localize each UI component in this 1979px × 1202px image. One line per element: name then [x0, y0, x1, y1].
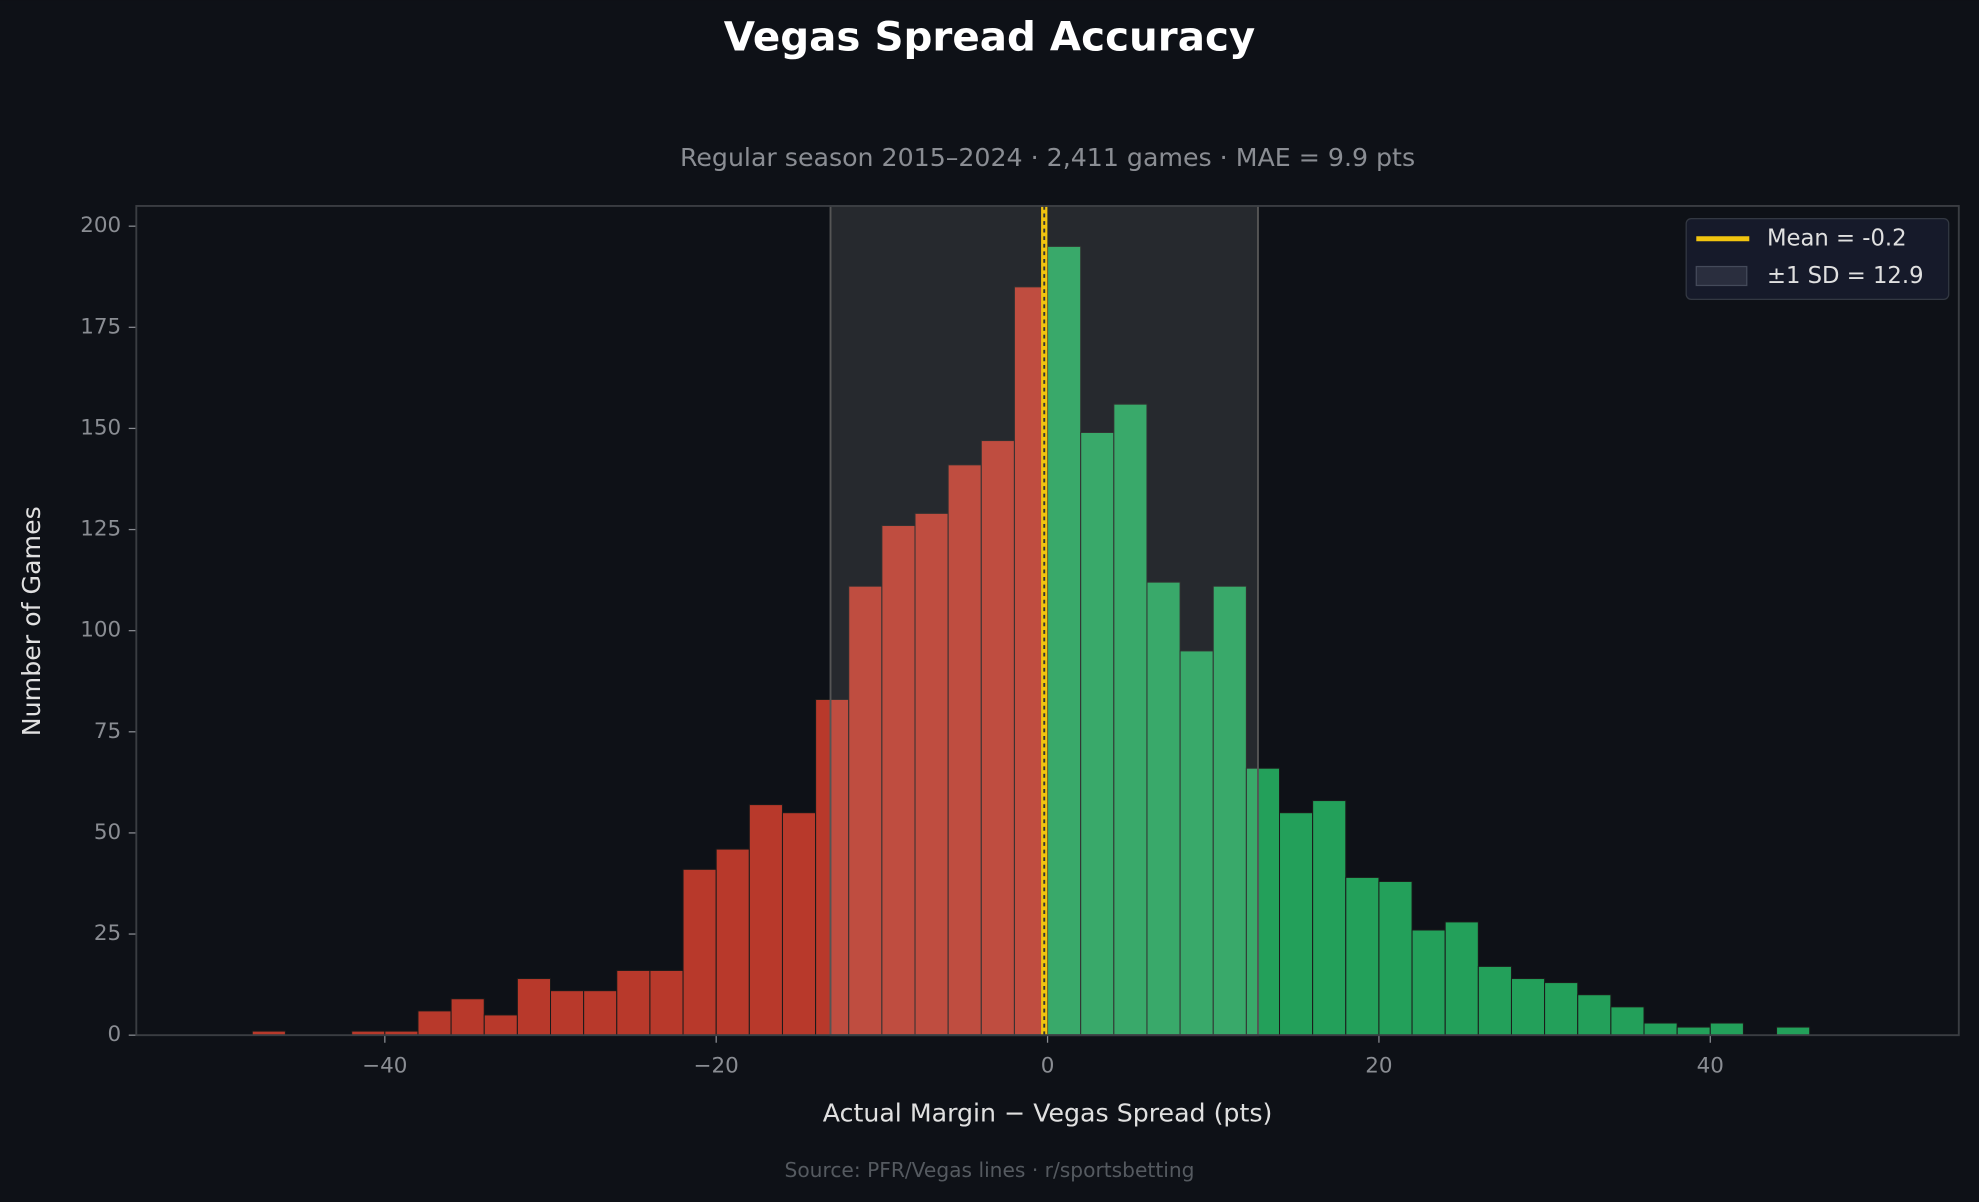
- y-tick-label: 125: [80, 517, 121, 542]
- subtitle: Regular season 2015–2024 · 2,411 games ·…: [680, 143, 1415, 172]
- x-tick-label: 40: [1697, 1054, 1724, 1079]
- bar: [1610, 1006, 1645, 1036]
- y-tick-label: 100: [80, 618, 121, 643]
- y-tick-label: 75: [94, 719, 121, 744]
- bar: [947, 464, 982, 1036]
- plot-frame: [135, 205, 1960, 1037]
- bar: [1776, 1026, 1811, 1036]
- bar: [881, 525, 916, 1036]
- bar: [781, 812, 817, 1036]
- bar: [550, 990, 585, 1036]
- bar: [483, 1014, 518, 1036]
- bar: [1411, 929, 1446, 1036]
- bar: [1113, 403, 1148, 1036]
- x-tick-label: −20: [694, 1054, 739, 1079]
- bar: [1345, 876, 1380, 1036]
- bar: [1279, 812, 1314, 1036]
- bar: [1444, 921, 1479, 1036]
- y-tick-label: 0: [108, 1022, 122, 1047]
- bar: [450, 998, 485, 1036]
- x-axis-label: Actual Margin − Vegas Spread (pts): [823, 1099, 1273, 1128]
- bar: [1146, 581, 1181, 1036]
- bar: [1312, 800, 1347, 1036]
- source: Source: PFR/Vegas lines · r/sportsbettin…: [785, 1158, 1195, 1182]
- x-tick-label: 0: [1041, 1054, 1055, 1079]
- bar: [1477, 965, 1512, 1036]
- bar: [583, 990, 618, 1036]
- x-tick-label: 20: [1365, 1054, 1392, 1079]
- bar: [914, 512, 949, 1036]
- y-tick-label: 50: [94, 820, 121, 845]
- bar: [1212, 585, 1247, 1036]
- bar: [616, 969, 651, 1036]
- bar: [649, 969, 684, 1036]
- bar: [1709, 1022, 1744, 1036]
- legend-sd-swatch: [1695, 265, 1748, 287]
- bar: [516, 978, 552, 1036]
- y-tick-label: 150: [80, 415, 121, 440]
- y-tick-label: 25: [94, 921, 121, 946]
- legend-label: ±1 SD = 12.9: [1767, 263, 1924, 289]
- x-tick-label: −40: [362, 1054, 407, 1079]
- legend-label: Mean = -0.2: [1767, 225, 1907, 251]
- legend-box: [1685, 217, 1950, 300]
- bar: [1577, 994, 1612, 1036]
- bar: [1643, 1022, 1678, 1036]
- bar: [748, 804, 783, 1036]
- bar: [1047, 245, 1082, 1036]
- bar: [417, 1010, 452, 1036]
- bar: [1378, 880, 1413, 1036]
- legend: Mean = -0.2 ±1 SD = 12.9: [1685, 217, 1950, 300]
- bar: [980, 440, 1015, 1036]
- bar: [1245, 767, 1281, 1036]
- y-tick-label: 175: [80, 314, 121, 339]
- bar: [682, 868, 717, 1036]
- bar: [1179, 650, 1214, 1036]
- y-axis-label: Number of Games: [17, 506, 46, 736]
- chart-title: Vegas Spread Accuracy: [724, 13, 1255, 60]
- bar: [1544, 982, 1579, 1036]
- bar: [1510, 978, 1546, 1036]
- y-tick-label: 200: [80, 213, 121, 238]
- bar: [715, 848, 750, 1036]
- bar: [1676, 1026, 1711, 1036]
